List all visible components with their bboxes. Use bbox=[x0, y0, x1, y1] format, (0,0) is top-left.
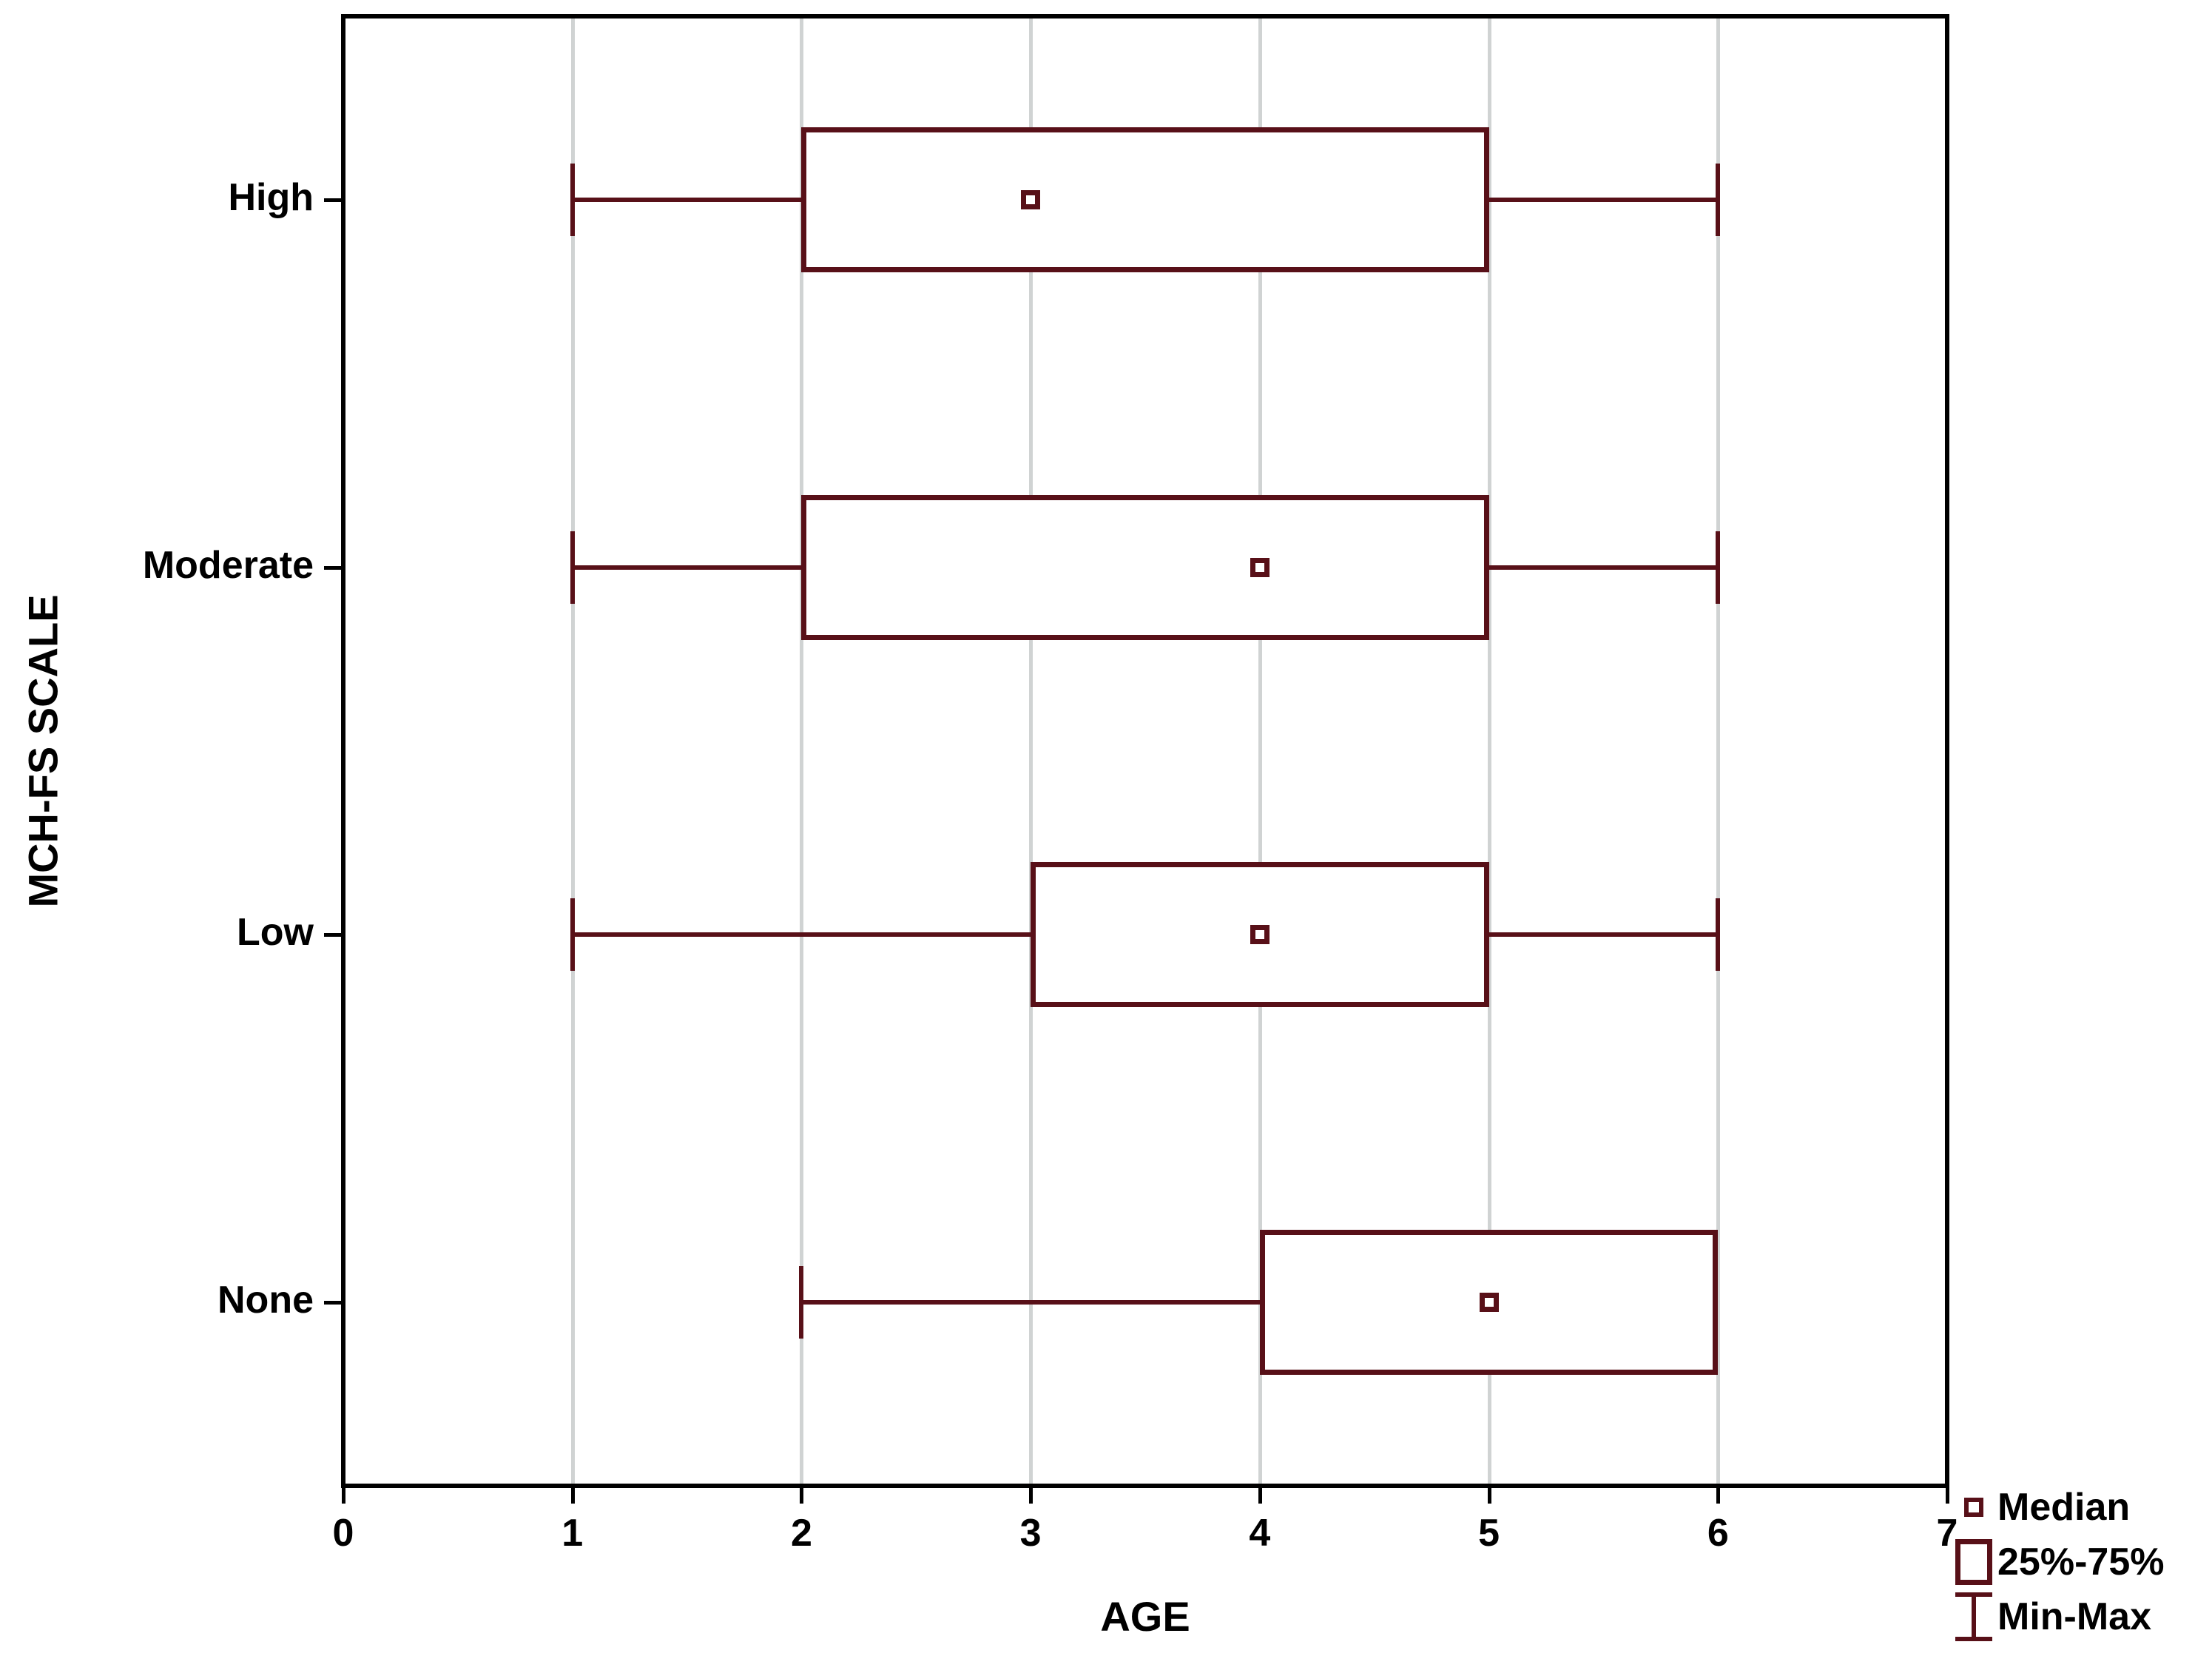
median-marker-high bbox=[1021, 190, 1041, 210]
whisker-line-right-moderate bbox=[1488, 565, 1719, 570]
gridline-x5 bbox=[1487, 16, 1491, 1486]
whisker-cap-max-moderate bbox=[1716, 531, 1721, 604]
x-tick-label-7: 7 bbox=[1936, 1512, 1958, 1555]
gridline-x4 bbox=[1258, 16, 1262, 1486]
x-tick-label-6: 6 bbox=[1707, 1512, 1729, 1555]
x-tick-mark-7 bbox=[1946, 1486, 1949, 1504]
gridline-x3 bbox=[1029, 16, 1033, 1486]
x-tick-mark-1 bbox=[570, 1486, 575, 1504]
whisker-line-left-moderate bbox=[572, 565, 802, 570]
y-tick-mark-moderate bbox=[324, 565, 343, 570]
whisker-icon bbox=[1950, 1592, 1997, 1641]
legend-item--: 25%-75% bbox=[1950, 1535, 2164, 1589]
category-label-none: None bbox=[218, 1278, 314, 1322]
y-tick-mark-high bbox=[324, 198, 343, 203]
median-marker-low bbox=[1250, 925, 1269, 945]
gridline-x6 bbox=[1716, 16, 1721, 1486]
legend-label: Min-Max bbox=[1997, 1595, 2151, 1638]
whisker-line-left-high bbox=[572, 198, 802, 203]
category-label-high: High bbox=[228, 176, 314, 220]
y-axis-title: MCH-FS SCALE bbox=[19, 594, 67, 908]
x-tick-label-4: 4 bbox=[1249, 1512, 1271, 1555]
gridline-x2 bbox=[800, 16, 804, 1486]
whisker-cap-min-none bbox=[799, 1265, 804, 1339]
y-tick-mark-low bbox=[324, 933, 343, 938]
whisker-cap-min-moderate bbox=[570, 531, 575, 604]
x-tick-label-3: 3 bbox=[1019, 1512, 1042, 1555]
legend-label: Median bbox=[1997, 1486, 2131, 1529]
median-marker-moderate bbox=[1250, 557, 1269, 577]
x-tick-mark-6 bbox=[1716, 1486, 1721, 1504]
whisker-line-left-low bbox=[572, 932, 1031, 938]
x-tick-mark-0 bbox=[342, 1486, 345, 1504]
iqr-box-moderate bbox=[801, 494, 1489, 640]
whisker-cap-min-high bbox=[570, 164, 575, 237]
iqr-box-high bbox=[801, 127, 1489, 273]
x-tick-label-1: 1 bbox=[562, 1512, 584, 1555]
x-tick-label-5: 5 bbox=[1478, 1512, 1500, 1555]
median-square-icon bbox=[1950, 1498, 1997, 1517]
x-tick-mark-3 bbox=[1029, 1486, 1033, 1504]
x-tick-label-2: 2 bbox=[790, 1512, 812, 1555]
whisker-cap-max-high bbox=[1716, 164, 1721, 237]
whisker-line-left-none bbox=[801, 1299, 1260, 1305]
x-tick-label-0: 0 bbox=[332, 1512, 354, 1555]
gridline-x1 bbox=[570, 16, 575, 1486]
legend: Median 25%-75% Min-Max bbox=[1950, 1480, 2164, 1644]
category-label-low: Low bbox=[237, 911, 314, 955]
whisker-line-right-low bbox=[1488, 932, 1719, 938]
whisker-cap-max-low bbox=[1716, 898, 1721, 972]
x-axis-title: AGE bbox=[1100, 1593, 1190, 1640]
plot-area-border bbox=[341, 14, 1949, 1488]
median-marker-none bbox=[1479, 1292, 1499, 1312]
legend-label: 25%-75% bbox=[1997, 1541, 2165, 1583]
whisker-cap-min-low bbox=[570, 898, 575, 972]
x-tick-mark-4 bbox=[1258, 1486, 1262, 1504]
category-label-moderate: Moderate bbox=[142, 543, 314, 587]
legend-item-median: Median bbox=[1950, 1480, 2164, 1535]
box-icon bbox=[1950, 1539, 1997, 1585]
legend-item-min-max: Min-Max bbox=[1950, 1589, 2164, 1644]
x-tick-mark-2 bbox=[800, 1486, 804, 1504]
y-tick-mark-none bbox=[324, 1300, 343, 1305]
x-tick-mark-5 bbox=[1487, 1486, 1491, 1504]
whisker-line-right-high bbox=[1488, 198, 1719, 203]
